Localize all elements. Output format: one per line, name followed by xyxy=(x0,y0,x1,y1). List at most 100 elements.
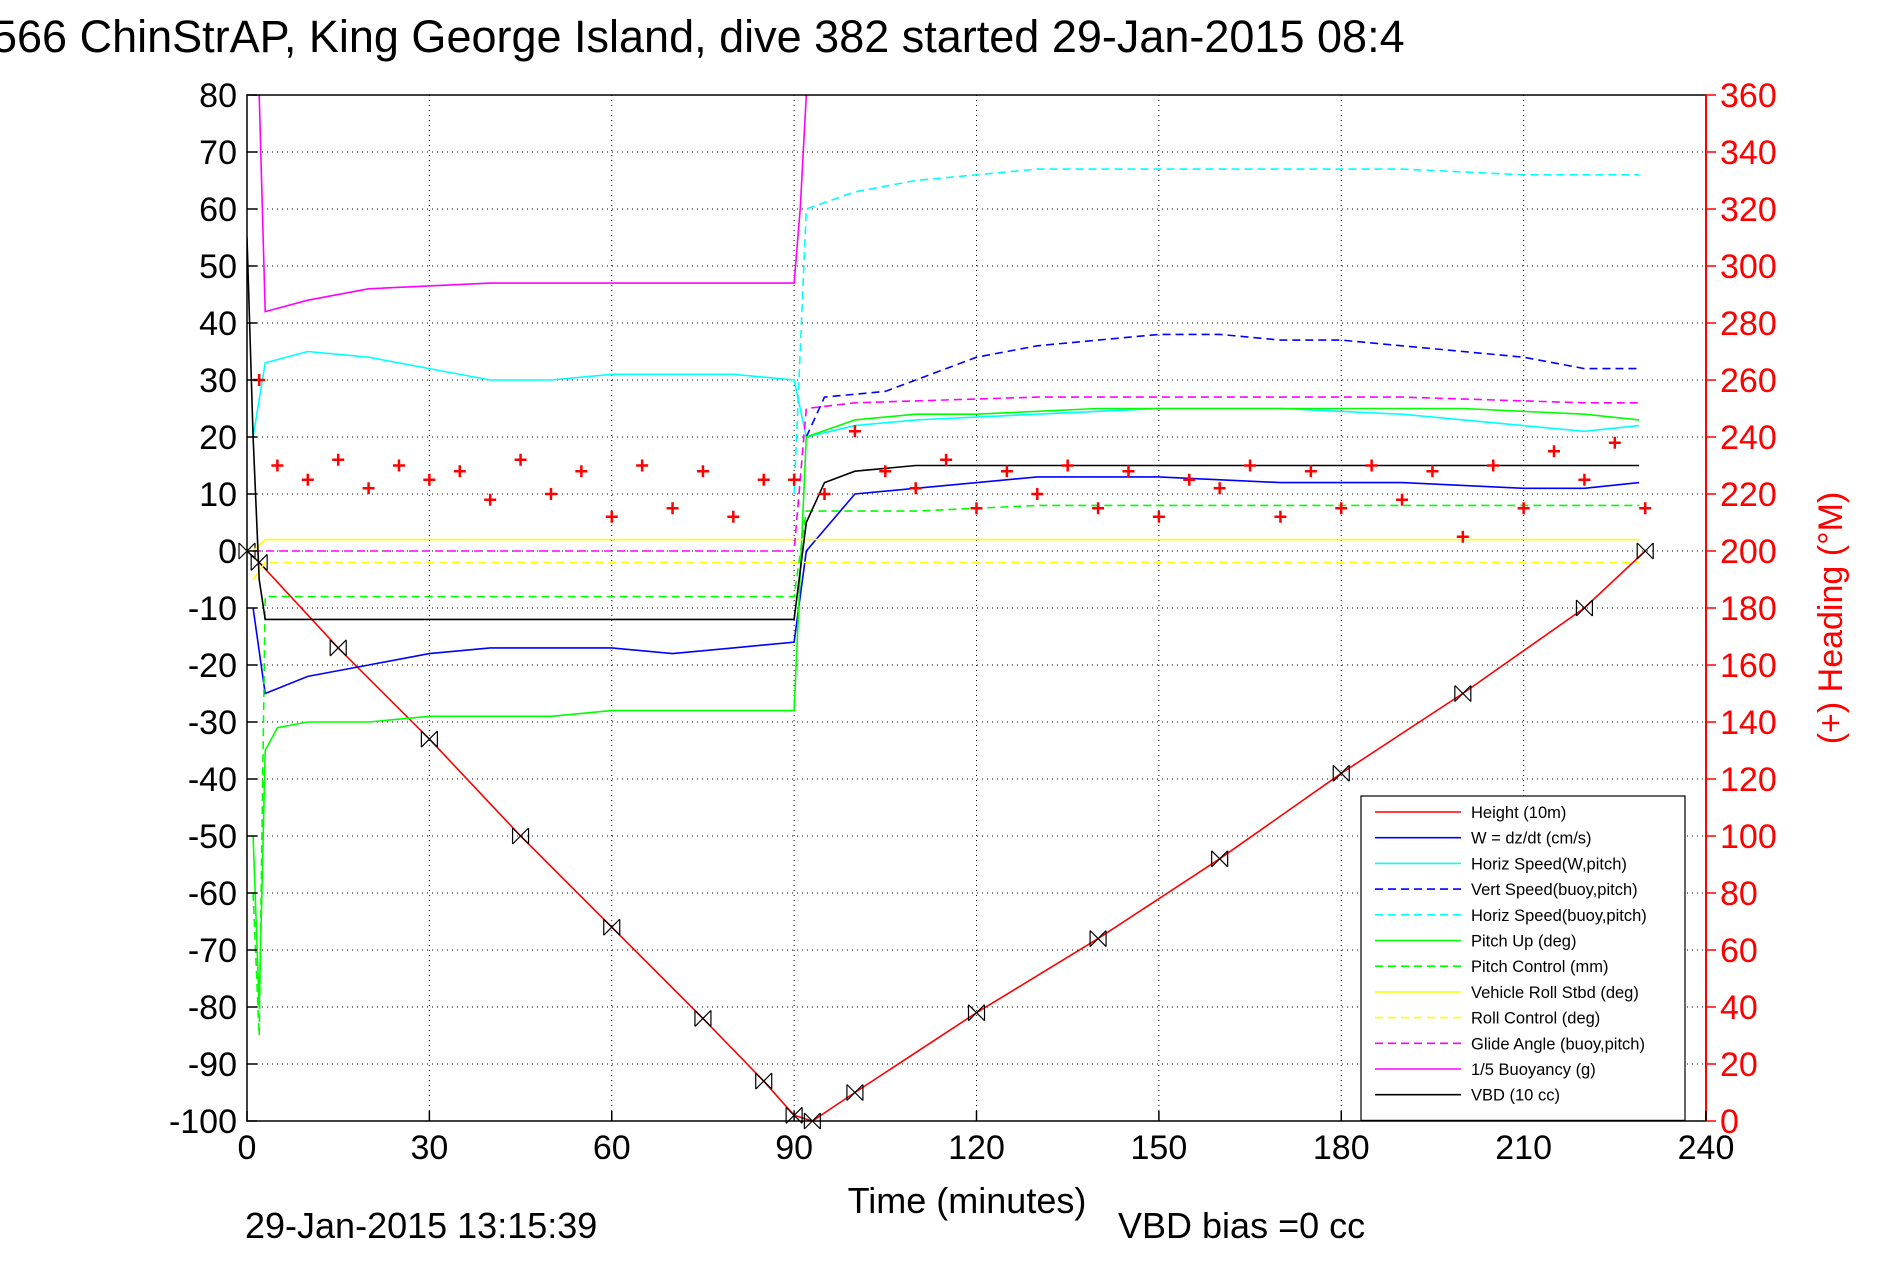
series-line-7 xyxy=(252,538,1640,552)
legend-label: 1/5 Buoyancy (g) xyxy=(1471,1061,1596,1079)
x-tick-label: 0 xyxy=(238,1129,257,1167)
left-tick-label: 0 xyxy=(218,533,237,571)
heading-point xyxy=(636,459,649,472)
heading-point xyxy=(544,488,557,500)
right-tick-label: 80 xyxy=(1720,875,1758,913)
right-tick-label: 60 xyxy=(1720,932,1758,970)
heading-point xyxy=(1122,465,1135,478)
left-tick-label: 10 xyxy=(199,476,237,514)
height-marker xyxy=(1575,599,1594,617)
legend-label: Horiz Speed(W,pitch) xyxy=(1471,855,1627,873)
left-tick-label: 60 xyxy=(199,191,237,229)
legend-label: Vehicle Roll Stbd (deg) xyxy=(1471,984,1639,1002)
x-tick-label: 90 xyxy=(775,1129,813,1167)
height-marker xyxy=(755,1072,773,1090)
legend-label: Height (10m) xyxy=(1471,804,1566,822)
heading-point xyxy=(1365,459,1378,472)
left-tick-label: -80 xyxy=(188,989,237,1027)
legend-label: Vert Speed(buoy,pitch) xyxy=(1471,881,1638,899)
legend-label: Roll Control (deg) xyxy=(1471,1010,1600,1028)
right-tick-label: 120 xyxy=(1720,761,1777,799)
right-tick-label: 320 xyxy=(1720,191,1777,229)
x-tick-label: 120 xyxy=(948,1129,1005,1167)
heading-point xyxy=(1426,465,1439,478)
heading-point xyxy=(514,453,527,466)
right-tick-label: 160 xyxy=(1720,647,1777,685)
heading-point xyxy=(1152,510,1165,523)
right-tick-label: 20 xyxy=(1720,1046,1758,1084)
right-tick-label: 240 xyxy=(1720,419,1777,457)
heading-point xyxy=(818,488,831,500)
left-tick-label: -90 xyxy=(188,1046,237,1084)
heading-point xyxy=(788,473,801,486)
heading-point xyxy=(727,510,740,523)
heading-point xyxy=(1335,502,1348,515)
height-marker xyxy=(511,827,530,845)
right-tick-label: 260 xyxy=(1720,362,1777,400)
series-line-10 xyxy=(253,95,808,313)
series-line-2 xyxy=(252,350,1640,438)
left-tick-label: 20 xyxy=(199,419,237,457)
series-line-1 xyxy=(252,476,1640,695)
right-tick-label: 220 xyxy=(1720,476,1777,514)
heading-point xyxy=(1031,488,1044,500)
left-tick-label: 30 xyxy=(199,362,237,400)
height-marker xyxy=(967,1004,986,1022)
legend: Height (10m) W = dz/dt (cm/s) Horiz Speed(… xyxy=(1360,795,1686,1121)
right-tick-label: 40 xyxy=(1720,989,1758,1027)
heading-point xyxy=(301,473,314,486)
footer-timestamp: 29-Jan-2015 13:15:39 xyxy=(245,1205,597,1246)
heading-point xyxy=(392,459,405,472)
heading-point xyxy=(909,482,922,495)
height-marker xyxy=(420,730,438,748)
legend-label: Pitch Up (deg) xyxy=(1471,933,1576,951)
left-tick-label: 40 xyxy=(199,305,237,343)
heading-point xyxy=(453,465,466,478)
heading-point xyxy=(1517,502,1530,515)
heading-point xyxy=(1183,473,1196,486)
legend-label: Horiz Speed(buoy,pitch) xyxy=(1471,907,1647,925)
right-tick-label: 300 xyxy=(1720,248,1777,286)
heading-point xyxy=(1092,502,1105,515)
heading-point xyxy=(1304,465,1317,478)
heading-point xyxy=(1578,473,1591,486)
left-tick-label: 50 xyxy=(199,248,237,286)
series-line-5 xyxy=(252,407,1640,1008)
legend-label: VBD (10 cc) xyxy=(1471,1087,1560,1105)
left-tick-label: -30 xyxy=(188,704,237,742)
right-axis-label: (+) Heading (°M) xyxy=(1812,492,1850,745)
right-axis: 3603403203002802602402202001801601401201… xyxy=(1706,77,1777,1141)
x-tick-label: 150 xyxy=(1131,1129,1188,1167)
height-marker xyxy=(846,1084,864,1101)
heading-point xyxy=(1487,459,1500,472)
left-tick-label: -20 xyxy=(188,647,237,685)
x-tick-label: 30 xyxy=(410,1129,448,1167)
left-axis: 80 70 60 50 40 30 20 10 0 -10 -20 -30 -40 -50 -60 -70 -8… xyxy=(169,77,257,1141)
heading-point xyxy=(1639,502,1652,515)
heading-point xyxy=(575,465,588,478)
series-line-11 xyxy=(247,237,1640,621)
right-tick-label: 0 xyxy=(1720,1103,1739,1141)
heading-point xyxy=(1244,459,1257,472)
x-tick-label: 180 xyxy=(1313,1129,1370,1167)
heading-point xyxy=(666,502,679,515)
left-tick-label: -70 xyxy=(188,932,237,970)
left-tick-label: -60 xyxy=(188,875,237,913)
right-tick-label: 100 xyxy=(1720,818,1777,856)
series-line-3 xyxy=(805,333,1640,438)
heading-point xyxy=(1213,482,1226,495)
series-line-0 xyxy=(247,550,1646,1121)
heading-markers xyxy=(253,374,1652,543)
right-tick-label: 360 xyxy=(1720,77,1777,115)
height-marker xyxy=(1332,764,1350,782)
right-tick-label: 340 xyxy=(1720,134,1777,172)
height-marker xyxy=(1089,930,1107,948)
x-axis-label: Time (minutes) xyxy=(848,1180,1087,1221)
heading-point xyxy=(848,425,861,438)
height-marker xyxy=(329,639,347,657)
series-line-4 xyxy=(793,168,1640,495)
heading-point xyxy=(696,465,709,478)
heading-point xyxy=(970,502,983,515)
heading-point xyxy=(1061,459,1074,472)
series-line-8 xyxy=(252,561,1640,580)
